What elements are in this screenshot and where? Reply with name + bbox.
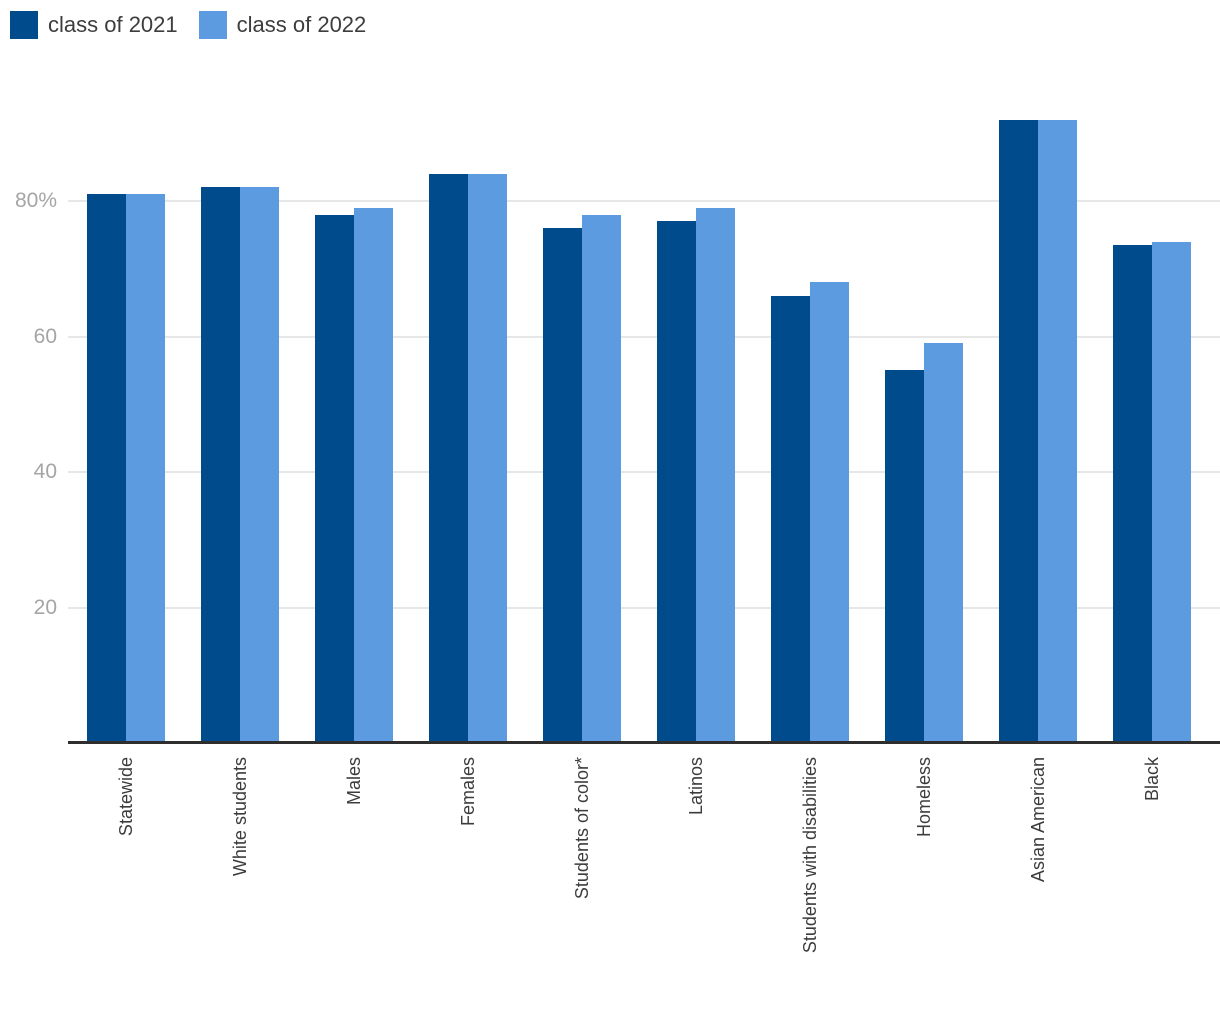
x-axis-label-statewide: Statewide <box>116 757 136 837</box>
bar-class-of-2021-homeless <box>885 370 924 743</box>
x-axis-label-students-of-color: Students of color* <box>572 757 592 900</box>
y-axis-label-80: 80% <box>14 189 57 212</box>
x-axis-line <box>68 741 1220 744</box>
x-axis-label-males: Males <box>344 757 364 806</box>
bar-class-of-2022-latinos <box>696 207 735 743</box>
bar-class-of-2021-statewide <box>87 194 126 743</box>
x-axis-label-latinos: Latinos <box>686 757 706 816</box>
x-axis-label-black: Black <box>1142 757 1162 802</box>
gridline-20 <box>68 606 1220 609</box>
y-axis-label-40: 40 <box>33 460 57 483</box>
x-axis-label-students-with-disabilities: Students with disabilities <box>800 757 820 954</box>
bar-class-of-2022-homeless <box>924 343 963 743</box>
x-axis-label-white-students: White students <box>230 757 250 877</box>
bar-class-of-2022-females <box>468 173 507 743</box>
legend-item-class-of-2021: class of 2021 <box>10 11 178 39</box>
y-axis-label-20: 20 <box>33 595 57 619</box>
bar-class-of-2021-black <box>1113 245 1152 743</box>
bar-class-of-2021-white-students <box>201 187 240 743</box>
bar-class-of-2022-statewide <box>126 194 165 743</box>
legend-swatch-2021-icon <box>10 11 38 39</box>
legend: class of 2021 class of 2022 <box>10 11 366 39</box>
legend-swatch-2022-icon <box>198 11 227 39</box>
bar-class-of-2022-black <box>1152 241 1191 743</box>
bar-class-of-2022-white-students <box>240 187 279 743</box>
gridline-40 <box>68 471 1220 473</box>
bar-class-of-2022-students-with-disabilities <box>810 282 849 743</box>
bar-class-of-2021-latinos <box>657 221 696 743</box>
bar-class-of-2021-students-with-disabilities <box>771 295 810 743</box>
bar-class-of-2021-students-of-color <box>543 228 582 743</box>
bar-class-of-2021-females <box>429 173 468 743</box>
legend-item-class-of-2022: class of 2022 <box>198 11 367 39</box>
legend-label-2021: class of 2021 <box>48 12 178 37</box>
y-axis-label-60: 60 <box>33 324 57 348</box>
bar-class-of-2021-asian-american <box>999 119 1038 743</box>
bar-class-of-2021-males <box>315 214 354 743</box>
gridline-80 <box>68 200 1220 202</box>
x-axis-label-homeless: Homeless <box>914 757 934 838</box>
x-axis-label-asian-american: Asian American <box>1028 757 1048 883</box>
bar-class-of-2022-males <box>354 207 393 743</box>
bar-class-of-2022-students-of-color <box>582 214 621 743</box>
x-axis-label-females: Females <box>458 757 478 827</box>
legend-label-2022: class of 2022 <box>236 12 367 37</box>
bar-class-of-2022-asian-american <box>1038 119 1077 743</box>
gridline-60 <box>68 335 1220 338</box>
